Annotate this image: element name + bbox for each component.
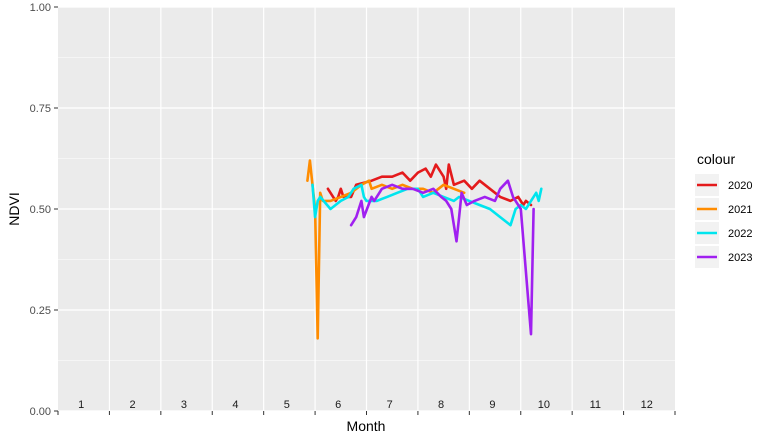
legend-title: colour (697, 151, 735, 167)
legend-label-2021: 2021 (728, 204, 752, 216)
y-tick-label: 0.75 (30, 103, 51, 115)
month-label: 9 (489, 399, 495, 411)
legend-label-2022: 2022 (728, 228, 752, 240)
month-label: 7 (387, 399, 393, 411)
month-label: 4 (232, 399, 238, 411)
month-label: 3 (181, 399, 187, 411)
legend: colour 2020 2021 2022 2023 (695, 151, 752, 268)
y-axis-title: NDVI (6, 192, 22, 225)
month-label: 11 (590, 399, 601, 411)
series-line-2023 (349, 179, 535, 336)
month-label: 2 (129, 399, 135, 411)
month-label: 10 (538, 399, 550, 411)
month-label: 8 (438, 399, 444, 411)
month-label: 12 (641, 399, 653, 411)
y-tick-label: 0.25 (30, 305, 51, 317)
series-lines (306, 159, 543, 340)
x-axis-title: Month (347, 418, 386, 434)
month-label: 6 (335, 399, 341, 411)
month-label: 5 (284, 399, 290, 411)
y-tick-label: 0.50 (30, 204, 51, 216)
legend-label-2023: 2023 (728, 252, 752, 264)
legend-label-2020: 2020 (728, 180, 752, 192)
month-label: 1 (78, 399, 84, 411)
y-axis: 0.00 0.25 0.50 0.75 1.00 (30, 2, 58, 418)
x-axis (57, 411, 676, 415)
y-tick-label: 1.00 (30, 2, 51, 14)
y-tick-label: 0.00 (30, 406, 51, 418)
month-labels: 1 2 3 4 5 6 7 8 9 10 11 12 (78, 399, 653, 411)
